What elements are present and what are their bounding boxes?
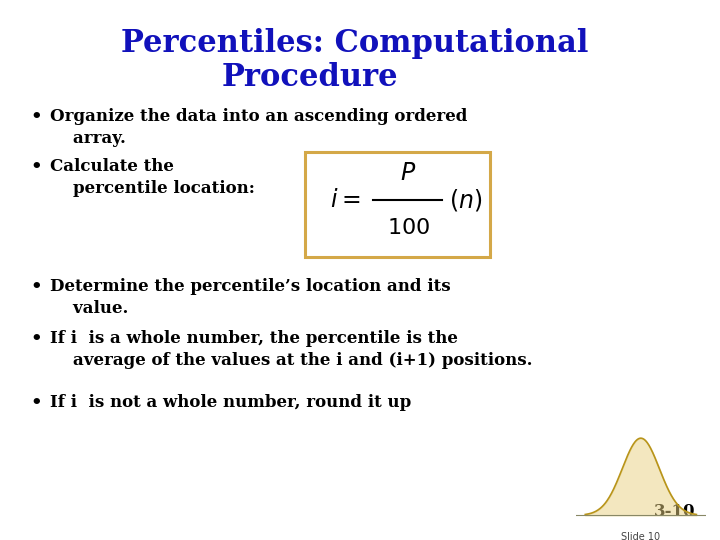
Text: If i  is not a whole number, round it up: If i is not a whole number, round it up	[50, 394, 411, 411]
Text: •: •	[30, 278, 42, 296]
Text: Percentiles: Computational: Percentiles: Computational	[121, 28, 589, 59]
Text: $100$: $100$	[387, 218, 430, 238]
FancyBboxPatch shape	[305, 152, 490, 257]
Text: Procedure: Procedure	[222, 62, 398, 93]
Text: Calculate the
    percentile location:: Calculate the percentile location:	[50, 158, 255, 197]
Text: $(n)$: $(n)$	[449, 187, 482, 213]
Text: $i =$: $i =$	[330, 188, 361, 212]
Text: •: •	[30, 330, 42, 348]
Text: Organize the data into an ascending ordered
    array.: Organize the data into an ascending orde…	[50, 108, 467, 146]
Text: •: •	[30, 108, 42, 126]
Text: 3-10: 3-10	[654, 503, 695, 520]
Text: •: •	[30, 394, 42, 412]
Text: Determine the percentile’s location and its
    value.: Determine the percentile’s location and …	[50, 278, 451, 316]
Text: If i  is a whole number, the percentile is the
    average of the values at the : If i is a whole number, the percentile i…	[50, 330, 533, 368]
Text: $P$: $P$	[400, 161, 417, 185]
Text: Slide 10: Slide 10	[621, 532, 660, 540]
Text: •: •	[30, 158, 42, 176]
